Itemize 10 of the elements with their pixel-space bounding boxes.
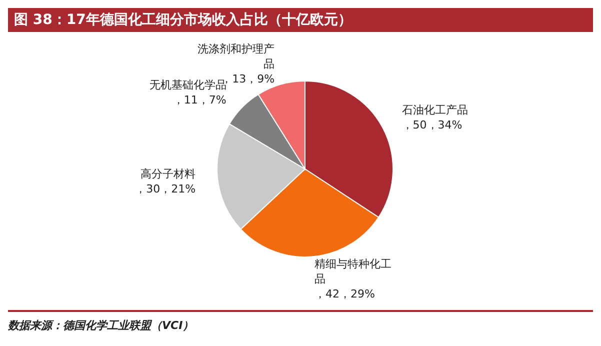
source-note: 数据来源：德国化学工业联盟（VCI） xyxy=(8,318,195,333)
data-label: ，42，29% xyxy=(314,288,375,301)
slice-label: 石油化工产品 xyxy=(402,103,468,116)
data-label: ，50，34% xyxy=(402,118,462,132)
slice-label: 高分子材料 xyxy=(140,167,196,180)
data-label: ，11，7% xyxy=(172,94,226,107)
slice-label: 精细与特种化工品 xyxy=(314,258,392,286)
chart-title: 图 38：17年德国化工细分市场收入占比（十亿欧元） xyxy=(8,8,593,32)
data-label: ，30，21% xyxy=(135,182,196,196)
slice-label: 洗涤剂和护理产品 xyxy=(198,42,275,70)
